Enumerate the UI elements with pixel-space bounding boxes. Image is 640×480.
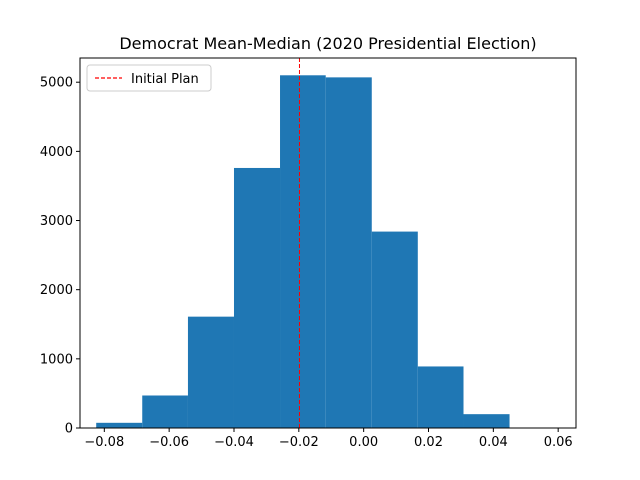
histogram-bar-7 [417, 366, 464, 428]
x-tick-label: 0.04 [479, 435, 508, 450]
chart-title: Democrat Mean-Median (2020 Presidential … [119, 34, 536, 53]
y-axis-ticks: 0 1000 2000 3000 4000 5000 [40, 76, 80, 437]
histogram-bar-0 [96, 422, 143, 428]
legend: Initial Plan [86, 64, 212, 92]
legend-box [86, 64, 212, 92]
x-tick-label: 0.00 [349, 435, 378, 450]
histogram-bar-5 [325, 77, 372, 428]
histogram-bars [96, 75, 556, 428]
x-tick-label: −0.02 [279, 435, 319, 450]
x-tick-label: −0.04 [214, 435, 254, 450]
histogram-bar-4 [280, 75, 326, 428]
x-axis-ticks: −0.08 −0.06 −0.04 −0.02 0.00 0.02 0.04 0.06 [84, 428, 573, 450]
x-tick-label: 0.02 [414, 435, 443, 450]
histogram-bar-1 [142, 395, 188, 428]
y-tick-label: 3000 [40, 214, 73, 229]
histogram-bar-8 [463, 414, 510, 428]
x-tick-label: −0.08 [84, 435, 124, 450]
y-tick-label: 2000 [40, 283, 73, 298]
plot-frame [79, 57, 577, 429]
y-tick-label: 0 [65, 422, 73, 437]
histogram-bar-6 [371, 231, 418, 428]
histogram-bar-2 [187, 316, 234, 428]
y-tick-label: 1000 [40, 352, 73, 367]
y-tick-label: 5000 [40, 76, 73, 91]
y-tick-label: 4000 [40, 145, 73, 160]
x-tick-label: 0.06 [544, 435, 573, 450]
x-tick-label: −0.06 [149, 435, 189, 450]
legend-label-initial-plan: Initial Plan [131, 72, 199, 87]
histogram-bar-3 [233, 167, 281, 428]
